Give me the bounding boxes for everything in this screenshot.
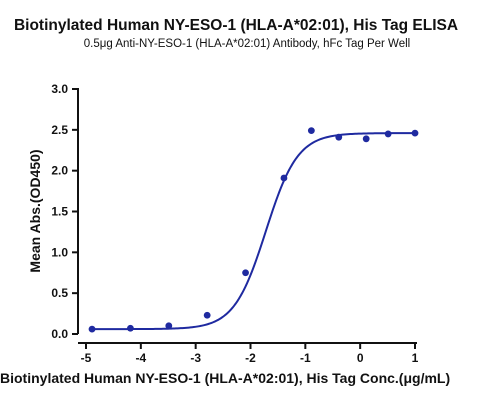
y-tick-label: 1.5 <box>51 205 68 219</box>
x-axis-label: Biotinylated Human NY-ESO-1 (HLA-A*02:01… <box>0 370 450 386</box>
data-points <box>88 127 419 333</box>
data-point <box>362 135 370 143</box>
data-point <box>335 133 343 141</box>
x-ticks: -5 -4 -3 -2 -1 0 1 <box>81 343 419 365</box>
x-tick-label: 0 <box>357 351 364 365</box>
x-tick-label: -3 <box>190 351 201 365</box>
y-tick-label: 2.5 <box>51 123 68 137</box>
data-point <box>203 311 211 319</box>
data-point <box>242 269 249 277</box>
data-point <box>88 325 96 333</box>
y-axis-label: Mean Abs.(OD450) <box>27 149 43 272</box>
x-tick-label: -2 <box>245 351 256 365</box>
y-tick-label: 0.0 <box>51 327 68 341</box>
x-tick-label: 1 <box>412 351 419 365</box>
x-tick-label: -4 <box>135 351 146 365</box>
data-point <box>280 174 288 182</box>
data-point <box>127 324 134 332</box>
x-tick-label: -5 <box>81 351 92 365</box>
y-tick-label: 2.0 <box>51 164 68 178</box>
x-tick-label: -1 <box>300 351 311 365</box>
data-point <box>307 127 315 135</box>
chart-title: Biotinylated Human NY-ESO-1 (HLA-A*02:01… <box>14 17 458 34</box>
y-tick-label: 1.0 <box>51 245 68 259</box>
fit-curve <box>92 132 415 331</box>
data-point <box>165 322 173 330</box>
axes <box>77 88 417 344</box>
y-tick-label: 0.5 <box>51 286 68 300</box>
chart-subtitle: 0.5μg Anti-NY-ESO-1 (HLA-A*02:01) Antibo… <box>84 38 410 50</box>
y-tick-label: 3.0 <box>51 82 68 96</box>
y-ticks: 0.0 0.5 1.0 1.5 2.0 2.5 3.0 <box>51 82 78 341</box>
data-point <box>411 129 419 137</box>
data-point <box>384 130 392 138</box>
